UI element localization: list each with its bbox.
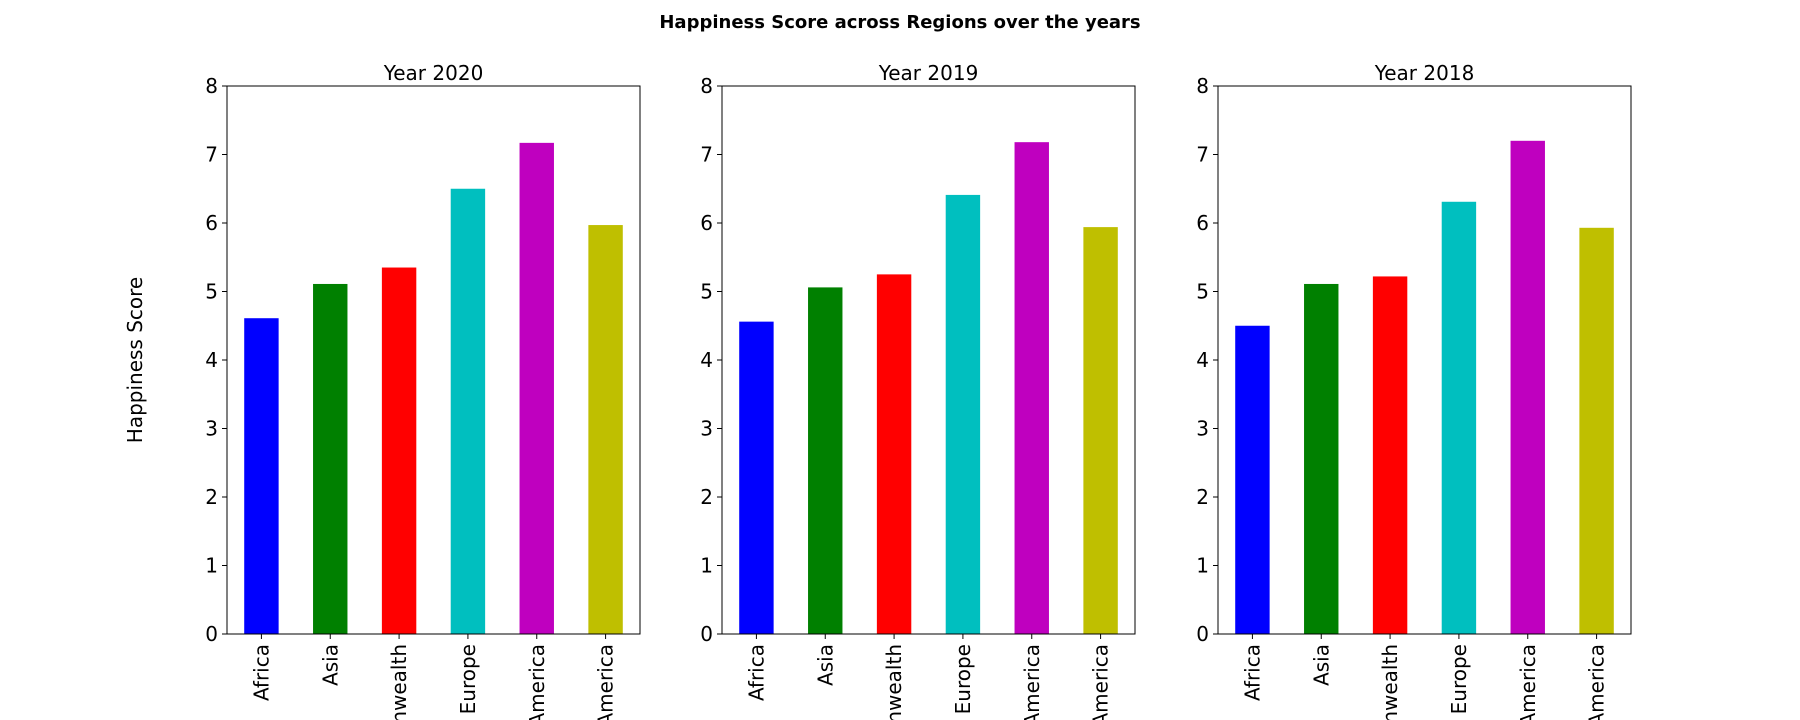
x-tick-label: America xyxy=(1020,644,1044,720)
x-tick-label: Africa xyxy=(744,644,768,701)
x-tick-label: Asia xyxy=(318,644,342,686)
bar-america xyxy=(588,225,623,634)
y-tick-label: 6 xyxy=(700,211,713,235)
x-tick-label: America xyxy=(1585,644,1609,720)
y-tick-label: 6 xyxy=(1196,211,1209,235)
y-tick-label: 8 xyxy=(1196,74,1209,98)
y-tick-label: 7 xyxy=(1196,143,1209,167)
subplot-title: Year 2018 xyxy=(1374,61,1475,85)
y-tick-label: 2 xyxy=(205,485,218,509)
subplot-3: Year 2018 0 1 2 3 4 5 6 7 8 Africa Asia nwealth Europ… xyxy=(1196,61,1632,720)
y-tick-label: 1 xyxy=(700,554,713,578)
bar-europe xyxy=(1441,201,1477,634)
y-tick-label: 2 xyxy=(700,485,713,509)
bar-asia xyxy=(808,287,843,634)
bar-nwealth xyxy=(876,274,912,635)
y-tick-label: 4 xyxy=(205,348,218,372)
x-tick-label: Europe xyxy=(456,644,480,714)
x-tick-label: Asia xyxy=(1309,644,1333,686)
x-tick-label: America xyxy=(594,644,618,720)
bar-africa xyxy=(244,318,279,634)
bar-europe xyxy=(945,194,981,634)
y-tick-label: 0 xyxy=(700,622,713,646)
bar-america xyxy=(1579,227,1614,635)
x-tick-label: nwealth xyxy=(1378,644,1402,720)
y-tick-label: 3 xyxy=(1196,417,1209,441)
y-tick-label: 8 xyxy=(205,74,218,98)
bar-asia xyxy=(1304,283,1339,634)
x-tick-label: Africa xyxy=(1240,644,1264,701)
bar-europe xyxy=(450,188,486,634)
bar-america xyxy=(1510,140,1545,635)
bar-asia xyxy=(313,283,348,634)
y-tick-label: 1 xyxy=(1196,554,1209,578)
chart-title: Happiness Score across Regions over the … xyxy=(659,12,1140,33)
axes-frame xyxy=(226,85,641,635)
x-tick-label: Europe xyxy=(1447,644,1471,714)
subplot-title: Year 2019 xyxy=(878,61,979,85)
y-tick-label: 5 xyxy=(205,280,218,304)
y-tick-label: 6 xyxy=(205,211,218,235)
bar-africa xyxy=(739,321,774,634)
y-tick-label: 4 xyxy=(1196,348,1209,372)
x-tick-label: Africa xyxy=(249,644,273,701)
x-tick-label: Asia xyxy=(813,644,837,686)
y-tick-label: 7 xyxy=(205,143,218,167)
y-tick-label: 3 xyxy=(205,417,218,441)
y-tick-label: 2 xyxy=(1196,485,1209,509)
y-tick-label: 4 xyxy=(700,348,713,372)
y-tick-label: 7 xyxy=(700,143,713,167)
y-tick-label: 0 xyxy=(205,622,218,646)
x-tick-label: Europe xyxy=(951,644,975,714)
bar-africa xyxy=(1235,325,1270,634)
x-tick-label: nwealth xyxy=(882,644,906,720)
bar-america xyxy=(519,142,554,635)
x-tick-label: America xyxy=(1089,644,1113,720)
axes-frame xyxy=(721,85,1136,635)
subplot-2: Year 2019 0 1 2 3 4 5 6 7 8 Africa Asia nwealth Europ… xyxy=(700,61,1136,720)
y-tick-label: 1 xyxy=(205,554,218,578)
x-tick-label: nwealth xyxy=(387,644,411,720)
x-tick-label: America xyxy=(1516,644,1540,720)
subplot-1: Year 2020 0 1 2 3 4 5 6 7 8 Africa Asia nwealth Europ… xyxy=(205,61,641,720)
bar-nwealth xyxy=(381,267,417,634)
bar-america xyxy=(1014,142,1049,635)
y-axis-label: Happiness Score xyxy=(123,277,147,443)
subplot-title: Year 2020 xyxy=(383,61,484,85)
y-tick-label: 5 xyxy=(700,280,713,304)
y-tick-label: 3 xyxy=(700,417,713,441)
axes-frame xyxy=(1217,85,1632,635)
y-tick-label: 5 xyxy=(1196,280,1209,304)
y-tick-label: 8 xyxy=(700,74,713,98)
y-tick-label: 0 xyxy=(1196,622,1209,646)
x-tick-label: America xyxy=(525,644,549,720)
bar-nwealth xyxy=(1372,276,1408,634)
panels: Year 2020 0 1 2 3 4 5 6 7 8 Africa Asia nwealth Europ… xyxy=(205,61,1632,720)
bar-america xyxy=(1083,227,1118,635)
